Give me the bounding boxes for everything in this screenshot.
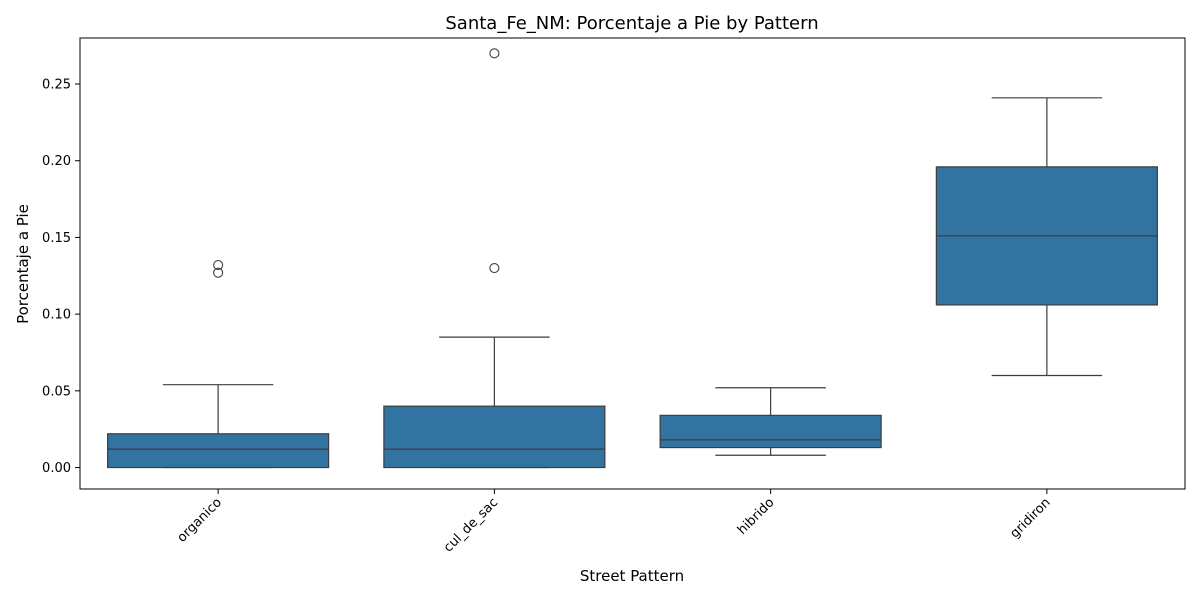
box-organico xyxy=(107,433,330,469)
y-tick-label: 0.25 xyxy=(42,78,71,93)
y-tick-label: 0.10 xyxy=(42,308,71,323)
plot-frame xyxy=(79,37,1186,490)
y-tick-label: 0.05 xyxy=(42,384,71,399)
outlier-point xyxy=(213,259,224,271)
y-tick-label: 0.20 xyxy=(42,154,71,169)
x-tick-label: gridiron xyxy=(1008,495,1054,541)
y-axis-label: Porcentaje a Pie xyxy=(14,204,32,324)
x-tick-label: cul_de_sac xyxy=(441,495,501,555)
y-tick-label: 0.15 xyxy=(42,231,71,246)
chart-title: Santa_Fe_NM: Porcentaje a Pie by Pattern xyxy=(445,13,818,34)
box-cul_de_sac xyxy=(383,405,606,469)
box-hibrido xyxy=(659,414,882,449)
x-tick-label: hibrido xyxy=(735,495,778,538)
outlier-point xyxy=(213,267,224,278)
outlier-point xyxy=(489,263,500,274)
plot-area: 0.00 0.05 0.10 0.15 0.20 0.25 organico cul_de_s… xyxy=(42,37,1186,555)
x-tick-label: organico xyxy=(175,495,225,545)
y-tick-label: 0.00 xyxy=(42,461,71,476)
x-axis-label: Street Pattern xyxy=(580,567,684,585)
outlier-point xyxy=(489,48,500,59)
